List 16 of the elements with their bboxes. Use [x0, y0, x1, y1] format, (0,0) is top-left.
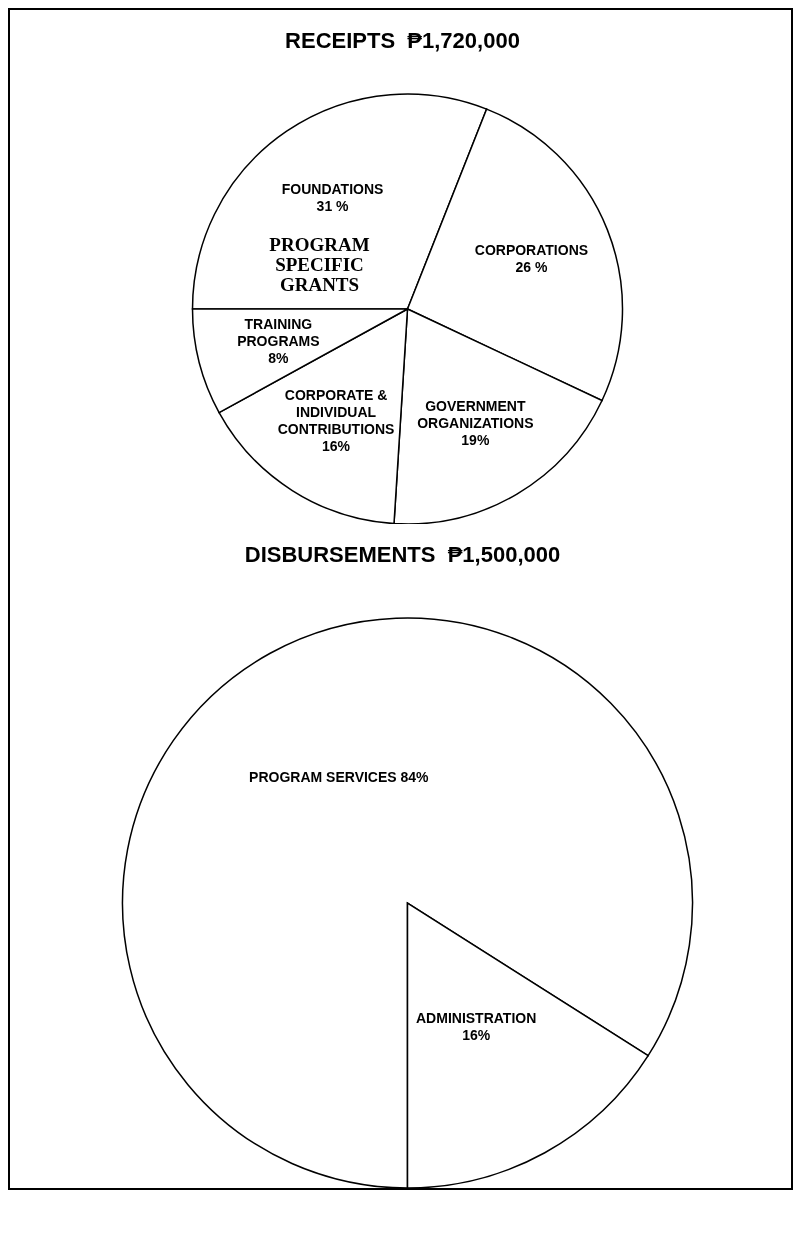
data-label: 31 % — [316, 197, 350, 214]
text: PROGRAM SPECIFIC GRANTS — [268, 234, 371, 295]
chart-title: DISBURSEMENTS ₱1,500,000 — [243, 541, 562, 568]
data-label: 26 % — [515, 259, 548, 276]
slice-label: ADMINISTRATION — [416, 1010, 537, 1027]
slice-label: PROGRAM SERVICES 84% — [249, 768, 430, 785]
slice-label: GOVERNMENT ORGANIZATIONS — [417, 397, 534, 431]
chart-title: RECEIPTS ₱1,720,000 — [284, 27, 521, 54]
data-label: 19% — [461, 431, 490, 448]
data-label: 8% — [268, 349, 290, 366]
data-label: 16% — [322, 437, 351, 454]
slice-label: TRAINING PROGRAMS — [237, 315, 320, 349]
slice-label: FOUNDATIONS — [281, 180, 384, 197]
slice-label: CORPORATIONS — [474, 242, 589, 259]
slice-label: CORPORATE & INDIVIDUAL CONTRIBUTIONS — [277, 386, 395, 437]
data-label: 16% — [462, 1027, 491, 1044]
